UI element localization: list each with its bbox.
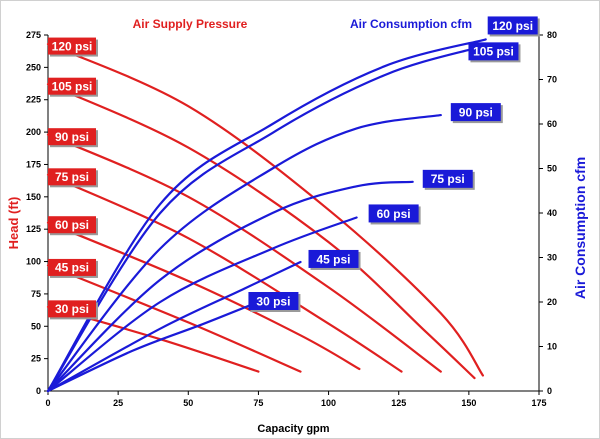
head-label-30-psi-text: 30 psi — [55, 302, 89, 316]
air-curve-105-psi — [46, 47, 476, 393]
air-curve-120-psi — [46, 38, 487, 393]
x-tick-label: 150 — [461, 398, 476, 408]
air-label-60-psi-text: 60 psi — [377, 207, 411, 221]
y-right-tick-label: 70 — [547, 75, 557, 85]
x-axis-title: Capacity gpm — [257, 423, 329, 435]
head-curve-45-psi — [46, 264, 302, 373]
air-label-105-psi: 105 psi — [468, 42, 521, 63]
head-label-105-psi-text: 105 psi — [52, 80, 93, 94]
y-right-tick-label: 10 — [547, 342, 557, 352]
y-left-tick-label: 250 — [26, 62, 41, 72]
y-right-tick-label: 30 — [547, 253, 557, 263]
y-left-tick-label: 200 — [26, 127, 41, 137]
y-left-tick-label: 25 — [31, 354, 41, 364]
head-label-120-psi: 120 psi — [48, 37, 98, 57]
y-right-tick-label: 0 — [547, 386, 552, 396]
head-label-45-psi-box — [48, 258, 96, 276]
y-left-tick-label: 275 — [26, 30, 41, 40]
head-label-75-psi-box — [48, 168, 96, 186]
y-left-tick-label: 0 — [36, 386, 41, 396]
head-label-120-psi-text: 120 psi — [52, 39, 93, 53]
head-label-120-psi-box — [48, 37, 96, 55]
x-tick-label: 125 — [391, 398, 406, 408]
air-label-75-psi: 75 psi — [422, 169, 475, 190]
head-label-105-psi: 105 psi — [48, 77, 98, 97]
air-label-90-psi: 90 psi — [450, 103, 503, 124]
air-label-45-psi-box — [308, 249, 359, 268]
x-tick-label: 50 — [183, 398, 193, 408]
head-label-60-psi-box — [48, 216, 96, 234]
air-curve-60-psi — [46, 216, 358, 393]
air-label-30-psi: 30 psi — [248, 292, 301, 312]
air-label-120-psi-text: 120 psi — [492, 19, 533, 33]
air-label-60-psi: 60 psi — [368, 204, 421, 225]
head-label-45-psi-text: 45 psi — [55, 261, 89, 275]
chart-title-right: Air Consumption cfm — [350, 17, 472, 31]
air-label-90-psi-box — [450, 103, 501, 122]
air-label-120-psi-box — [487, 16, 538, 35]
air-label-105-psi-box — [468, 42, 519, 61]
air-label-45-psi: 45 psi — [308, 249, 361, 270]
y-left-tick-label: 100 — [26, 257, 41, 267]
y-left-tick-label: 150 — [26, 192, 41, 202]
air-label-30-psi-text: 30 psi — [256, 294, 290, 308]
head-curve-75-psi — [46, 173, 403, 373]
head-label-60-psi-text: 60 psi — [55, 218, 89, 232]
chart-title-left: Air Supply Pressure — [133, 17, 248, 31]
head-label-90-psi-text: 90 psi — [55, 130, 89, 144]
head-label-90-psi-box — [48, 128, 96, 146]
air-label-120-psi: 120 psi — [487, 16, 540, 37]
head-label-60-psi: 60 psi — [48, 216, 98, 236]
x-tick-label: 75 — [253, 398, 263, 408]
x-tick-label: 100 — [321, 398, 336, 408]
y-left-tick-label: 125 — [26, 224, 41, 234]
air-label-75-psi-box — [422, 169, 473, 188]
y-right-tick-label: 60 — [547, 119, 557, 129]
x-tick-label: 0 — [45, 398, 50, 408]
air-label-30-psi-box — [248, 292, 299, 310]
air-label-45-psi-text: 45 psi — [316, 252, 350, 266]
head-label-90-psi: 90 psi — [48, 128, 98, 148]
air-curve-45-psi — [46, 260, 302, 393]
air-curve-30-psi — [46, 300, 260, 393]
head-label-45-psi: 45 psi — [48, 258, 98, 278]
x-tick-label: 175 — [531, 398, 546, 408]
y-axis-title-right: Air Consumption cfm — [572, 157, 588, 299]
y-right-tick-label: 40 — [547, 208, 557, 218]
y-axis-title-left: Head (ft) — [6, 197, 21, 250]
head-curve-120-psi — [46, 43, 484, 377]
y-left-tick-label: 75 — [31, 289, 41, 299]
head-curve-105-psi — [46, 83, 476, 380]
head-label-105-psi-box — [48, 77, 96, 95]
y-left-tick-label: 50 — [31, 321, 41, 331]
y-left-tick-label: 225 — [26, 95, 41, 105]
y-right-tick-label: 80 — [547, 30, 557, 40]
air-curve-90-psi — [46, 114, 442, 393]
y-right-tick-label: 20 — [547, 297, 557, 307]
head-label-75-psi: 75 psi — [48, 168, 98, 188]
air-label-105-psi-text: 105 psi — [473, 45, 514, 59]
y-right-tick-label: 50 — [547, 164, 557, 174]
x-tick-label: 25 — [113, 398, 123, 408]
head-label-75-psi-text: 75 psi — [55, 170, 89, 184]
head-curve-60-psi — [46, 221, 361, 371]
head-label-30-psi: 30 psi — [48, 300, 98, 320]
air-label-60-psi-box — [368, 204, 419, 223]
head-curve-90-psi — [46, 133, 442, 373]
air-label-90-psi-text: 90 psi — [459, 105, 493, 119]
air-label-75-psi-text: 75 psi — [431, 172, 465, 186]
air-curve-75-psi — [46, 180, 414, 393]
y-left-tick-label: 175 — [26, 159, 41, 169]
head-label-30-psi-box — [48, 300, 96, 318]
